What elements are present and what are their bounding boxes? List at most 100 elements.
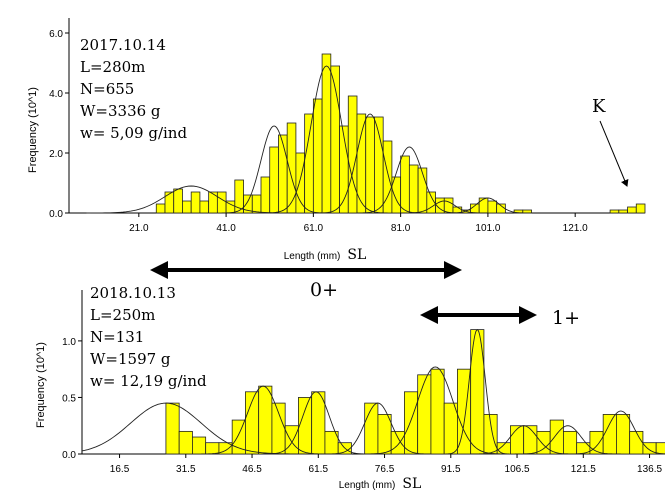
bar: [298, 397, 313, 455]
bar: [523, 425, 538, 455]
age-1-label: 1+: [552, 307, 580, 329]
fitted-curve: [317, 113, 423, 214]
x-tick-label: 121.5: [571, 464, 596, 475]
bar: [487, 200, 498, 214]
bar: [304, 113, 314, 214]
bar: [536, 430, 551, 455]
bar: [609, 209, 620, 214]
bar: [208, 191, 218, 214]
bar: [260, 176, 271, 214]
x-tick-label: 16.5: [110, 464, 130, 475]
bar: [271, 402, 286, 455]
bar: [443, 197, 454, 214]
x-axis-label: Length (mm) SL: [284, 246, 367, 263]
bar: [190, 191, 201, 214]
fitted-curve: [400, 200, 488, 214]
annotation-2017: 2017.10.14 L=280m N=655 W=3336 g w= 5,09…: [80, 36, 187, 142]
annotation-line: N=131: [90, 328, 144, 346]
annotation-line: w= 12,19 g/ind: [90, 372, 207, 390]
x-tick-label: 106.5: [505, 464, 530, 475]
bar: [231, 419, 246, 455]
x-tick-label: 21.0: [129, 223, 149, 234]
fitted-curve: [81, 402, 308, 455]
annotation-line: L=280m: [80, 58, 145, 76]
y-tick-label: 6.0: [49, 29, 63, 40]
k-arrow: [599, 120, 629, 187]
bar: [400, 155, 410, 214]
fitted-curve: [514, 425, 621, 455]
annotation-line: W=3336 g: [80, 102, 161, 120]
y-axis-label: Frequency (10^1): [35, 342, 47, 428]
annotation-line: N=655: [80, 80, 134, 98]
y-tick-label: 4.0: [49, 89, 63, 100]
bar: [321, 53, 332, 214]
fitted-curve: [470, 425, 577, 455]
y-ticks-2017: 0.0 2.0 4.0 6.0: [49, 29, 69, 220]
bars-2018: [165, 329, 665, 455]
bar: [178, 430, 193, 455]
age-0-label: 0+: [310, 279, 338, 301]
bar: [155, 203, 166, 214]
bar: [182, 200, 192, 214]
x-tick-label: 61.5: [309, 464, 329, 475]
fitted-curve: [265, 65, 388, 214]
fitted-curve: [263, 391, 370, 455]
bar: [364, 402, 379, 455]
curves-2018: [81, 329, 665, 455]
x-ticks-2017: 21.0 41.0 61.0 81.0 101.0 121.0: [129, 213, 588, 234]
y-axis-label: Frequency (10^1): [27, 87, 39, 173]
bar: [269, 146, 279, 214]
y-tick-label: 2.0: [49, 149, 63, 160]
bar: [629, 430, 644, 455]
bar: [602, 414, 617, 455]
bar: [216, 191, 227, 214]
chart-2018: 0.00.51.0 16.5 31.5 46.5 61.5 76.5 91.5 106.5 1…: [35, 284, 665, 492]
curves-2017: [86, 65, 532, 214]
x-tick-label: 31.5: [176, 464, 196, 475]
fitted-curve: [444, 197, 532, 214]
bar: [205, 442, 220, 455]
bar: [627, 206, 637, 214]
x-tick-label: 81.0: [391, 223, 411, 234]
bar: [404, 391, 419, 455]
bar: [365, 116, 375, 214]
x-tick-label: 101.0: [475, 223, 500, 234]
bar: [417, 167, 428, 214]
x-ticks-2018: 16.5 31.5 46.5 61.5 76.5 91.5 106.5 121.5 136.5: [110, 454, 662, 475]
fitted-curve: [201, 385, 325, 455]
annotation-line: 2017.10.14: [80, 36, 166, 54]
fitted-curve: [364, 366, 507, 455]
bar: [417, 374, 432, 455]
bar: [374, 116, 384, 214]
fitted-curve: [356, 146, 462, 214]
bar: [347, 95, 358, 214]
bar: [251, 194, 262, 214]
bar: [616, 414, 631, 455]
fitted-curve: [445, 329, 510, 455]
bar: [286, 122, 297, 214]
bar: [430, 368, 445, 455]
x-axis-label: Length (mm) SL: [339, 475, 422, 492]
y-ticks-2018: 0.0 0.5 1.0: [62, 337, 82, 461]
bars-2017: [155, 53, 646, 214]
bar: [164, 191, 175, 214]
y-tick-label: 0.5: [62, 393, 76, 404]
bar: [199, 200, 210, 214]
y-tick-label: 0.0: [62, 450, 76, 461]
fitted-curve: [567, 410, 665, 455]
bar: [478, 197, 489, 214]
chart-2017: 0.02.04.06.0 21.0 41.0 61.0 81.0 101.0 121.0 …: [27, 18, 646, 263]
k-label: K: [592, 96, 606, 117]
x-tick-label: 41.0: [216, 223, 236, 234]
bar: [278, 134, 288, 214]
x-tick-label: 76.5: [375, 464, 395, 475]
x-tick-label: 46.5: [242, 464, 262, 475]
bar: [258, 385, 273, 455]
bar: [312, 98, 323, 214]
x-tick-label: 61.0: [304, 223, 324, 234]
bar: [173, 188, 183, 214]
annotation-2018: 2018.10.13 L=250m N=131 W=1597 g w= 12,1…: [90, 284, 207, 390]
fitted-curve: [221, 125, 327, 214]
annotation-line: w= 5,09 g/ind: [80, 124, 187, 142]
